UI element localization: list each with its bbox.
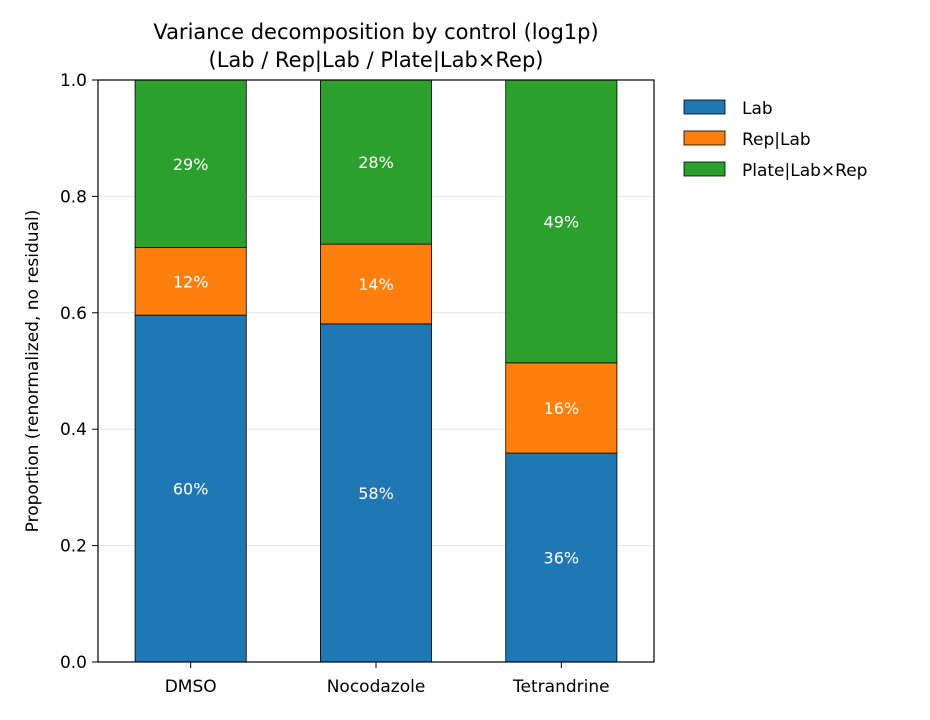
data-label-tetrandrine-0: 36% bbox=[544, 549, 580, 568]
x-tick-label-tetrandrine: Tetrandrine bbox=[512, 677, 610, 697]
data-label-tetrandrine-1: 16% bbox=[544, 399, 580, 418]
y-tick-label-0: 0.0 bbox=[60, 653, 87, 673]
y-tick-label-5: 1.0 bbox=[60, 71, 87, 91]
data-label-dmso-2: 29% bbox=[173, 155, 209, 174]
bar-tetrandrine-rep-lab bbox=[505, 362, 618, 454]
bar-tetrandrine-plate-lab-rep bbox=[505, 79, 618, 364]
legend-swatch-2 bbox=[683, 161, 726, 177]
data-labels: 60% 12% 29% 58% 14% 28% 36% 16% 49% bbox=[173, 153, 579, 567]
legend-swatch-0 bbox=[683, 99, 726, 115]
legend-label-1: Rep|Lab bbox=[742, 130, 811, 150]
axes: 0.0 0.2 0.4 0.6 0.8 1.0 DMSO Nocodazole Tetrandr… bbox=[60, 71, 655, 697]
bar-dmso-plate-lab-rep bbox=[134, 79, 247, 249]
x-tick-label-dmso: DMSO bbox=[165, 677, 217, 697]
data-label-nocodazole-2: 28% bbox=[358, 153, 394, 172]
y-tick-label-1: 0.2 bbox=[60, 537, 87, 557]
data-label-nocodazole-0: 58% bbox=[358, 484, 394, 503]
legend-label-2: Plate|Lab×Rep bbox=[742, 161, 867, 181]
legend: Lab Rep|Lab Plate|Lab×Rep bbox=[683, 99, 867, 181]
bar-nocodazole-lab bbox=[319, 323, 432, 663]
legend-label-0: Lab bbox=[742, 99, 773, 119]
bars bbox=[134, 79, 618, 663]
y-tick-label-3: 0.6 bbox=[60, 304, 87, 324]
x-tick-label-nocodazole: Nocodazole bbox=[327, 677, 426, 697]
y-axis-label: Proportion (renormalized, no residual) bbox=[23, 210, 43, 533]
chart-title-line-2: (Lab / Rep|Lab / Plate|Lab×Rep) bbox=[209, 48, 544, 73]
y-tick-label-4: 0.8 bbox=[60, 187, 87, 207]
bar-dmso-rep-lab bbox=[134, 247, 247, 316]
data-label-dmso-1: 12% bbox=[173, 272, 209, 291]
chart-title-line-1: Variance decomposition by control (log1p… bbox=[153, 20, 598, 44]
bar-dmso-lab bbox=[134, 314, 247, 663]
y-tick-label-2: 0.4 bbox=[60, 420, 87, 440]
data-label-nocodazole-1: 14% bbox=[358, 275, 394, 294]
legend-swatch-1 bbox=[683, 130, 726, 146]
data-label-dmso-0: 60% bbox=[173, 480, 209, 499]
bar-tetrandrine-lab bbox=[505, 452, 618, 663]
bar-nocodazole-plate-lab-rep bbox=[319, 79, 432, 245]
bar-nocodazole-rep-lab bbox=[319, 243, 432, 325]
data-label-tetrandrine-2: 49% bbox=[544, 212, 580, 231]
